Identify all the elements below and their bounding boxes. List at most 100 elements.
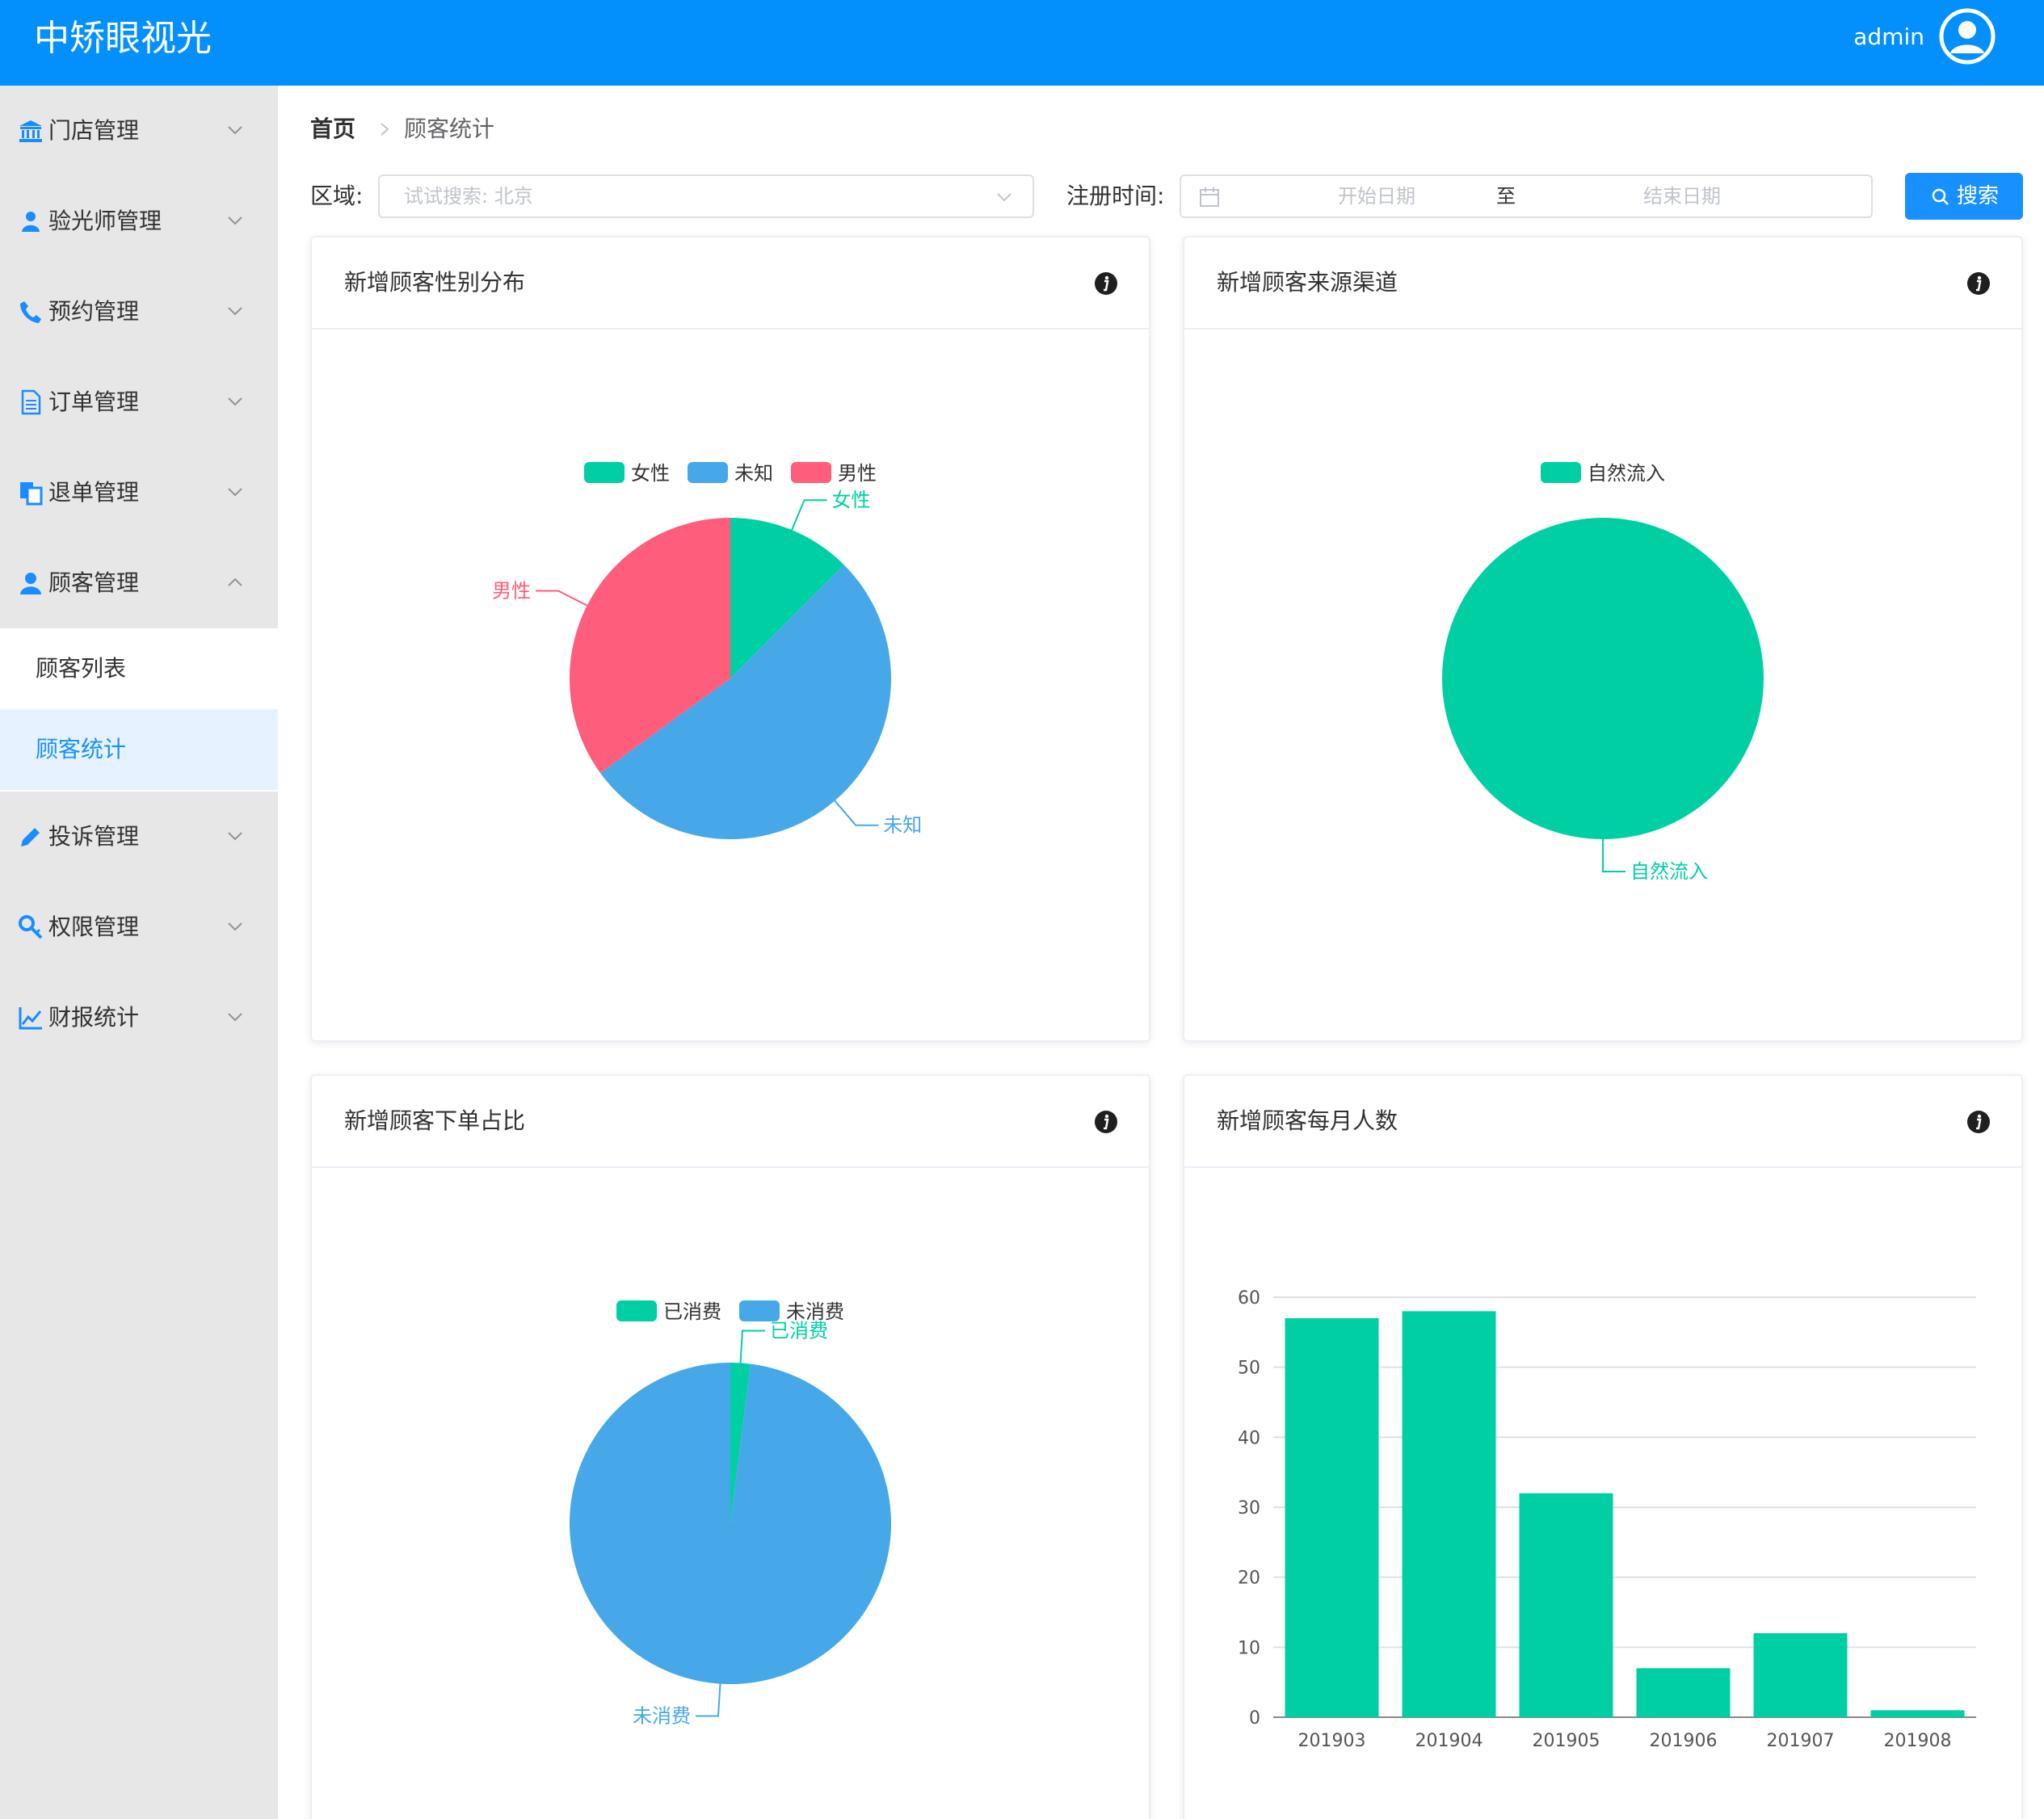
app-title: 中矫眼视光	[34, 18, 212, 59]
card-header: 新增顾客每月人数	[1184, 1076, 2021, 1168]
pie-slice	[1442, 518, 1764, 839]
search-icon	[1932, 188, 1949, 205]
pie-label-line	[1602, 839, 1626, 872]
register-time-label: 注册时间:	[1066, 183, 1165, 209]
pie-label-line	[536, 590, 588, 607]
chevron-down-icon	[228, 922, 242, 931]
card-title: 新增顾客每月人数	[1217, 1107, 1398, 1134]
card-header: 新增顾客来源渠道	[1184, 237, 2021, 330]
chevron-up-icon	[228, 578, 242, 586]
user-icon	[20, 573, 41, 594]
chevron-down-icon	[228, 397, 242, 406]
pie-slice	[600, 565, 891, 839]
legend-swatch	[1541, 462, 1581, 483]
bar	[1285, 1318, 1379, 1717]
user-avatar-icon[interactable]	[1939, 8, 1996, 65]
sidebar-item-label: 投诉管理	[48, 823, 140, 850]
chevron-down-icon	[228, 216, 242, 225]
search-button[interactable]: 搜索	[1905, 173, 2023, 220]
card-header: 新增顾客下单占比	[312, 1076, 1149, 1168]
info-icon[interactable]	[1094, 1110, 1118, 1134]
card-title: 新增顾客下单占比	[344, 1107, 526, 1134]
pie-label-line	[791, 499, 827, 531]
sidebar-subitem-label: 顾客统计	[36, 736, 127, 762]
people-icon	[22, 212, 40, 232]
range-separator: 至	[1496, 185, 1516, 208]
start-date-input[interactable]	[1272, 176, 1482, 216]
pie-label-line	[695, 1683, 721, 1717]
sidebar-item-customer-management[interactable]: 顾客管理	[0, 538, 278, 628]
card-title: 新增顾客来源渠道	[1217, 269, 1398, 296]
bar	[1519, 1493, 1613, 1717]
sidebar-item-optometrist-management[interactable]: 验光师管理	[0, 176, 278, 267]
y-tick-label: 40	[1238, 1428, 1260, 1448]
sidebar-item-label: 订单管理	[48, 389, 140, 415]
sidebar-subitem-label: 顾客列表	[36, 655, 127, 682]
copy-icon	[20, 482, 43, 506]
info-icon[interactable]	[1094, 271, 1118, 296]
bar	[1870, 1710, 1965, 1717]
monthly-customers-card: 新增顾客每月人数 0 10 20 30 40 50 60 201903 201904 201905…	[1183, 1074, 2023, 1819]
document-icon	[21, 389, 41, 415]
date-range-picker[interactable]: 至	[1180, 174, 1873, 218]
sidebar-item-store-management[interactable]: 门店管理	[0, 86, 278, 176]
y-tick-label: 0	[1249, 1708, 1260, 1729]
legend-label: 未消费	[786, 1300, 844, 1323]
legend-label: 男性	[838, 462, 877, 485]
x-tick-label: 201905	[1533, 1731, 1600, 1751]
sidebar-item-label: 权限管理	[48, 914, 140, 940]
chevron-down-icon	[228, 488, 242, 497]
pie-slice	[730, 518, 844, 678]
user-name[interactable]: admin	[1853, 23, 1924, 50]
order-ratio-card: 新增顾客下单占比 已消费 未消费 已消费 未消费	[310, 1074, 1150, 1819]
top-bar: 中矫眼视光 admin	[0, 0, 2044, 86]
region-label: 区域:	[310, 183, 364, 209]
card-header: 新增顾客性别分布	[312, 237, 1149, 330]
legend-swatch	[739, 1300, 780, 1321]
y-tick-label: 30	[1238, 1498, 1260, 1519]
pencil-icon	[21, 828, 40, 846]
pie-slice	[570, 518, 730, 773]
sidebar-item-refund-management[interactable]: 退单管理	[0, 447, 278, 538]
sidebar-item-label: 门店管理	[48, 117, 140, 144]
sidebar-item-finance-statistics[interactable]: 财报统计	[0, 973, 278, 1063]
legend-swatch	[791, 462, 831, 483]
sidebar-item-label: 财报统计	[48, 1004, 140, 1031]
bar	[1753, 1633, 1848, 1717]
phone-icon	[20, 301, 41, 323]
info-icon[interactable]	[1966, 271, 1991, 296]
card-title: 新增顾客性别分布	[344, 269, 526, 296]
x-tick-label: 201904	[1415, 1731, 1483, 1751]
sidebar-subitem-customer-list[interactable]: 顾客列表	[0, 628, 278, 709]
region-placeholder: 试试搜索: 北京	[404, 185, 533, 208]
pie-label: 已消费	[770, 1319, 828, 1342]
end-date-input[interactable]	[1577, 176, 1787, 216]
chevron-down-icon	[228, 832, 242, 841]
region-select[interactable]: 试试搜索: 北京	[378, 174, 1034, 218]
legend-swatch	[616, 1300, 657, 1321]
chevron-down-icon	[228, 1013, 242, 1022]
gender-distribution-card: 新增顾客性别分布 女性 未知 男性 女性 未知 男性	[310, 236, 1150, 1042]
y-tick-label: 50	[1238, 1359, 1260, 1379]
y-tick-label: 60	[1238, 1288, 1260, 1309]
pie-label-line	[834, 800, 879, 826]
breadcrumb-home[interactable]: 首页	[310, 116, 356, 142]
sidebar-item-complaint-management[interactable]: 投诉管理	[0, 792, 278, 882]
pie-label-line	[739, 1330, 766, 1363]
pie-label: 自然流入	[1630, 860, 1708, 883]
sidebar-item-permission-management[interactable]: 权限管理	[0, 882, 278, 973]
chevron-down-icon	[228, 126, 242, 135]
source-channel-card: 新增顾客来源渠道 自然流入 自然流入	[1183, 236, 2023, 1042]
x-tick-label: 201908	[1884, 1731, 1952, 1751]
info-icon[interactable]	[1966, 1110, 1991, 1134]
pie-label: 男性	[492, 579, 531, 602]
sidebar-item-appointment-management[interactable]: 预约管理	[0, 267, 278, 357]
pie-label: 未消费	[633, 1705, 691, 1728]
sidebar-subitem-customer-statistics[interactable]: 顾客统计	[0, 709, 278, 790]
sidebar-item-order-management[interactable]: 订单管理	[0, 357, 278, 447]
sidebar-item-label: 退单管理	[48, 479, 140, 506]
bar	[1402, 1311, 1496, 1717]
customer-submenu: 顾客列表 顾客统计	[0, 628, 278, 792]
y-tick-label: 20	[1238, 1569, 1260, 1589]
